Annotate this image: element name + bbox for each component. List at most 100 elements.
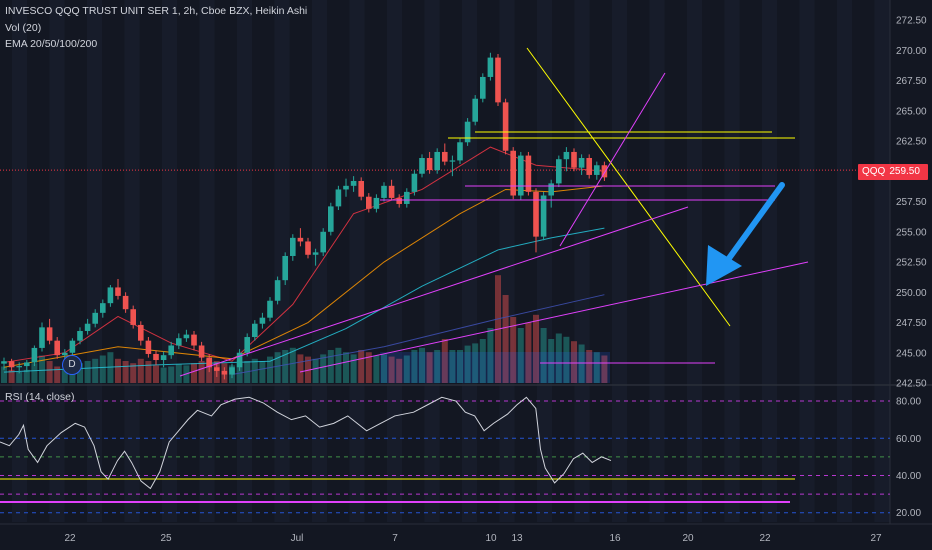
session-band — [687, 0, 702, 522]
candle-body — [176, 338, 182, 346]
candle-body — [358, 180, 364, 197]
price-axis-tick: 247.50 — [896, 318, 927, 329]
volume-bar — [23, 369, 30, 383]
candle-body — [206, 357, 212, 368]
volume-bar — [168, 366, 175, 383]
session-band — [237, 0, 252, 522]
candle-body — [92, 312, 98, 324]
candle-body — [84, 323, 91, 331]
candle-body — [578, 158, 585, 168]
volume-bar — [403, 355, 410, 383]
volume-bar — [191, 363, 197, 383]
time-axis-tick: 25 — [160, 533, 172, 544]
candle-body — [198, 345, 205, 358]
candle-body — [518, 155, 524, 196]
session-band — [312, 0, 327, 522]
volume-bar — [107, 352, 114, 383]
candle-body — [396, 197, 402, 204]
session-band — [649, 0, 665, 522]
candle-body — [563, 151, 570, 160]
candle-body — [472, 98, 478, 122]
candle-body — [297, 237, 304, 242]
volume-bar — [381, 354, 387, 383]
candle-body — [107, 287, 114, 304]
candle-body — [556, 159, 562, 184]
candle-body — [586, 158, 592, 175]
session-band — [199, 0, 215, 522]
rsi-axis-tick: 40.00 — [896, 471, 921, 482]
volume-bar — [297, 354, 304, 383]
volume-bar — [327, 350, 334, 383]
descending-trendline — [526, 47, 731, 327]
volume-bar — [99, 355, 106, 383]
volume-bar — [31, 363, 38, 383]
volume-bar — [61, 369, 68, 383]
candle-body — [594, 165, 600, 175]
price-tag-value: 259.50 — [889, 166, 920, 177]
session-band — [387, 0, 402, 522]
session-band — [762, 0, 777, 522]
arrow-shaft — [719, 182, 785, 271]
candle-body — [312, 252, 319, 255]
ascending-trendline-lower — [299, 261, 809, 373]
candle-body — [77, 330, 83, 341]
candle-body — [259, 317, 266, 324]
candle-body — [487, 57, 494, 77]
volume-bar — [320, 354, 327, 383]
price-axis-tick: 255.00 — [896, 227, 927, 238]
legend-ema: EMA 20/50/100/200 — [5, 38, 98, 50]
volume-bar — [46, 361, 53, 383]
volume-bar — [419, 347, 425, 383]
volume-bar — [487, 328, 494, 383]
volume-bar — [312, 358, 319, 383]
candle-body — [601, 165, 608, 178]
candle-body — [214, 367, 220, 371]
volume-bar — [343, 352, 349, 383]
ema-line — [231, 294, 605, 376]
rsi-line — [0, 396, 612, 490]
candle-body — [221, 370, 228, 375]
candle-body — [130, 309, 136, 325]
last-price-tag: QQQ 259.50 — [858, 164, 928, 180]
candle-body — [320, 231, 326, 253]
volume-bar — [198, 361, 205, 383]
candle-body — [510, 150, 516, 196]
candle-body — [411, 173, 418, 192]
candle-body — [274, 280, 281, 301]
session-band — [799, 0, 815, 522]
candle-body — [153, 353, 159, 361]
volume-bar — [282, 350, 289, 383]
rsi-axis-tick: 80.00 — [896, 397, 921, 408]
volume-bar — [578, 344, 585, 383]
candle-body — [160, 355, 167, 361]
volume-profile-zone — [380, 352, 610, 383]
volume-bar — [160, 367, 167, 383]
price-axis-tick: 245.00 — [896, 348, 927, 359]
rsi-axis-tick: 60.00 — [896, 434, 921, 445]
arrow-head — [706, 245, 742, 286]
candle-body — [244, 337, 250, 353]
volume-bar — [274, 352, 281, 383]
volume-bar — [396, 358, 403, 383]
volume-bar — [350, 354, 357, 383]
volume-bar — [502, 295, 509, 383]
volume-bar — [441, 339, 448, 383]
price-tag-symbol: QQQ — [862, 166, 886, 177]
volume-bar — [586, 350, 593, 383]
volume-bar — [555, 333, 562, 383]
event-marker-dividend[interactable]: D — [62, 355, 82, 375]
candle-body — [39, 327, 45, 348]
volume-bar — [77, 363, 83, 383]
candle-body — [533, 191, 539, 237]
candle-body — [290, 237, 296, 256]
volume-bar — [593, 352, 600, 383]
volume-bar — [267, 356, 273, 383]
candle-body — [350, 180, 357, 186]
candle-body — [426, 158, 433, 171]
candle-body — [138, 324, 144, 341]
time-axis-tick: 13 — [511, 533, 523, 544]
candle-body — [1, 361, 7, 364]
volume-bar — [122, 361, 129, 383]
candle-body — [236, 352, 243, 368]
